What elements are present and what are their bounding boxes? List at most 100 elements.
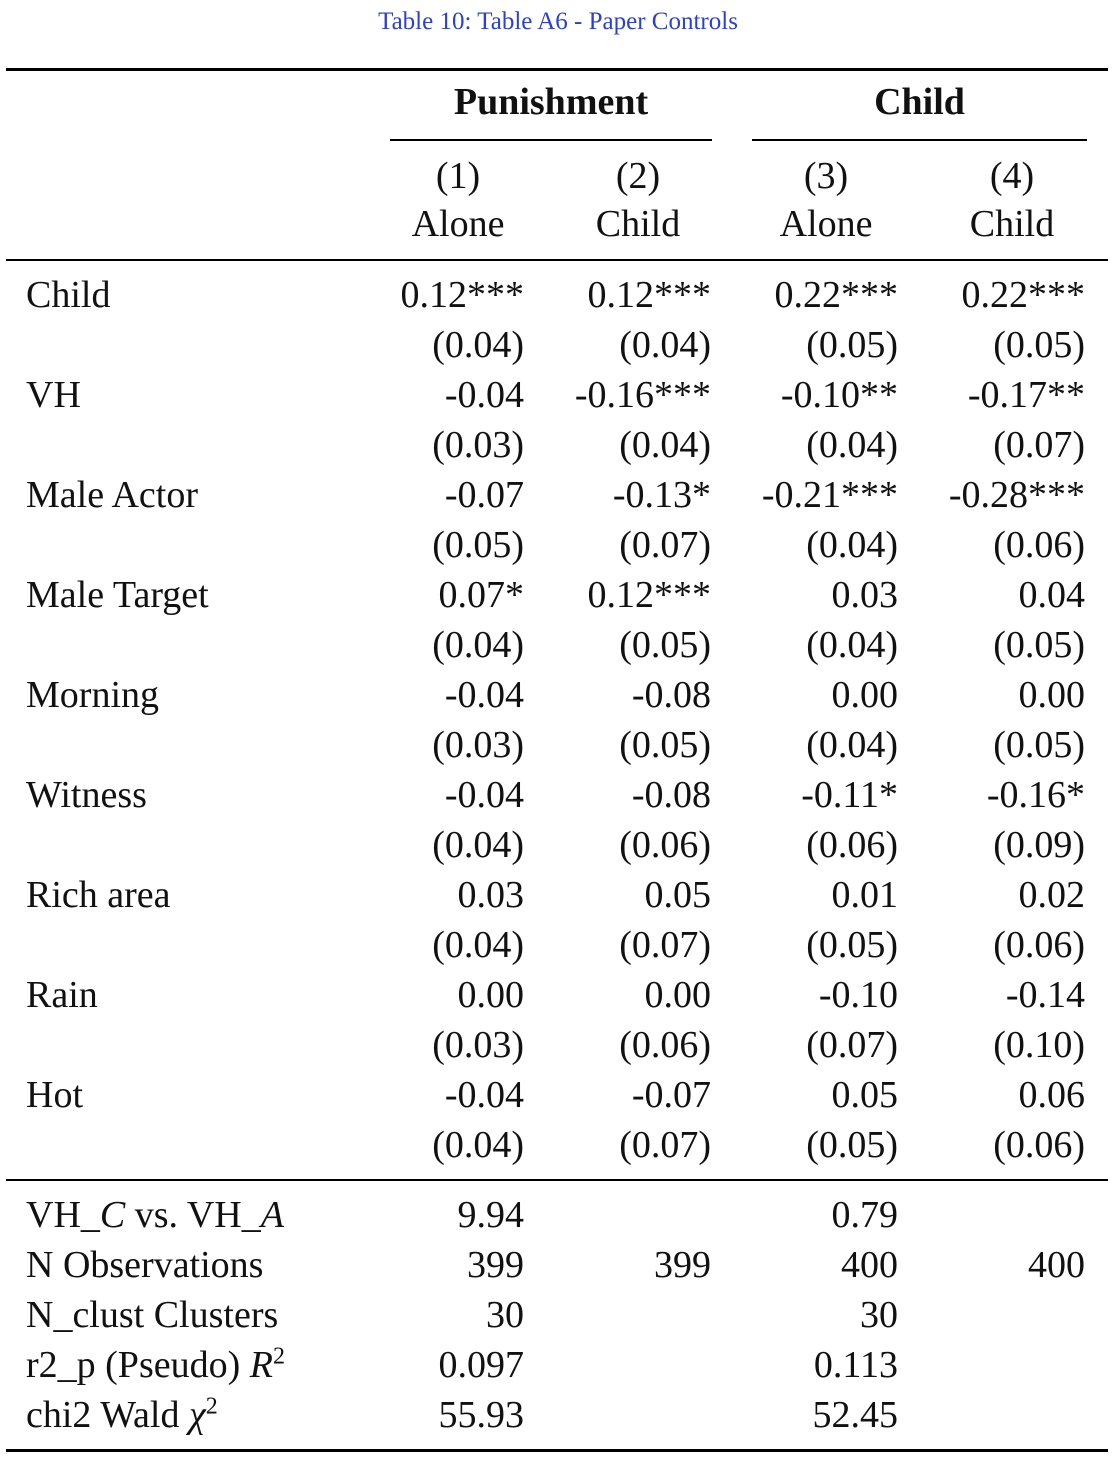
std-error-cell: (0.04) [432,824,524,866]
stat-row-clusters: N_clust Clusters 30 30 [0,1290,1116,1340]
std-error-cell: (0.04) [432,624,524,666]
std-error-cell: (0.06) [619,824,711,866]
stat-row-observations: N Observations 399 399 400 400 [0,1240,1116,1290]
std-error-cell: (0.09) [993,824,1085,866]
group-header-child: Child [874,81,965,123]
bottom-rule [6,1449,1108,1452]
variable-label: Rain [26,974,98,1016]
column-name: Alone [779,203,873,245]
stat-label: N_clust Clusters [26,1294,279,1336]
column-header-4: (4) Child [922,152,1102,248]
coefficient-row: Hot -0.04 -0.07 0.05 0.06 [0,1070,1116,1120]
std-error-row: (0.03) (0.05) (0.04) (0.05) [0,720,1116,770]
coefficient-cell: 0.22*** [774,274,899,316]
coefficient-cell: 0.22*** [961,274,1086,316]
coefficient-cell: -0.14 [1005,974,1085,1016]
coefficient-row: Rain 0.00 0.00 -0.10 -0.14 [0,970,1116,1020]
coefficient-row: Child 0.12*** 0.12*** 0.22*** 0.22*** [0,270,1116,320]
column-name: Alone [411,203,505,245]
std-error-cell: (0.04) [619,324,711,366]
coefficient-row: VH -0.04 -0.16*** -0.10** -0.17** [0,370,1116,420]
std-error-cell: (0.04) [432,324,524,366]
stat-value: 30 [860,1294,898,1336]
std-error-cell: (0.07) [806,1024,898,1066]
coefficient-cell: -0.10 [818,974,898,1016]
std-error-cell: (0.07) [619,524,711,566]
std-error-cell: (0.05) [993,324,1085,366]
stat-value: 0.113 [813,1344,898,1386]
coefficient-cell: -0.04 [444,774,524,816]
coefficient-cell: 0.12*** [400,274,525,316]
column-number: (4) [989,155,1035,197]
std-error-row: (0.04) (0.04) (0.05) (0.05) [0,320,1116,370]
column-number: (2) [615,155,661,197]
coefficient-cell: -0.28*** [948,474,1085,516]
coefficient-cell: -0.13* [612,474,711,516]
group-underline-child [752,139,1087,141]
coefficient-cell: -0.21*** [761,474,898,516]
std-error-cell: (0.07) [993,424,1085,466]
std-error-cell: (0.04) [432,1124,524,1166]
column-header-1: (1) Alone [368,152,548,248]
coefficient-cell: 0.04 [1018,574,1086,616]
coefficient-cell: 0.00 [644,974,712,1016]
std-error-cell: (0.04) [432,924,524,966]
coefficient-cell: -0.10** [780,374,898,416]
coefficient-cell: 0.06 [1018,1074,1086,1116]
std-error-cell: (0.05) [619,624,711,666]
table-caption: Table 10: Table A6 - Paper Controls [378,8,738,35]
variable-label: Rich area [26,874,171,916]
stat-row-pseudo-r2: r2_p (Pseudo) R2 0.097 0.113 [0,1340,1116,1390]
coefficient-cell: -0.16* [986,774,1085,816]
std-error-cell: (0.04) [806,724,898,766]
coefficient-cell: 0.05 [644,874,712,916]
column-number: (3) [803,155,849,197]
stat-value: 0.79 [831,1194,899,1236]
coefficient-cell: 0.03 [457,874,525,916]
coefficient-cell: 0.05 [831,1074,899,1116]
column-number: (1) [435,155,481,197]
coefficient-cell: -0.04 [444,1074,524,1116]
coefficient-cell: -0.04 [444,374,524,416]
std-error-row: (0.04) (0.06) (0.06) (0.09) [0,820,1116,870]
coefficient-cell: -0.16*** [574,374,711,416]
std-error-cell: (0.05) [806,924,898,966]
stat-value: 52.45 [812,1394,899,1436]
stat-value: 30 [486,1294,524,1336]
stat-label: N Observations [26,1244,264,1286]
stat-value: 400 [1028,1244,1085,1286]
coefficient-row: Male Actor -0.07 -0.13* -0.21*** -0.28*** [0,470,1116,520]
std-error-cell: (0.10) [993,1024,1085,1066]
stat-value: 399 [654,1244,711,1286]
std-error-cell: (0.06) [993,1124,1085,1166]
std-error-cell: (0.05) [993,724,1085,766]
stat-value: 400 [841,1244,898,1286]
std-error-row: (0.04) (0.05) (0.04) (0.05) [0,620,1116,670]
std-error-cell: (0.04) [806,424,898,466]
std-error-cell: (0.05) [993,624,1085,666]
std-error-cell: (0.03) [432,724,524,766]
coefficient-row: Rich area 0.03 0.05 0.01 0.02 [0,870,1116,920]
coefficient-cell: 0.01 [831,874,899,916]
column-header-3: (3) Alone [736,152,916,248]
coefficient-cell: -0.04 [444,674,524,716]
variable-label: Witness [26,774,147,816]
coefficient-cell: 0.00 [1018,674,1086,716]
std-error-cell: (0.07) [619,1124,711,1166]
stat-row-wald-chi2: chi2 Wald χ2 55.93 52.45 [0,1390,1116,1440]
std-error-cell: (0.06) [993,524,1085,566]
header-rule [6,259,1108,261]
std-error-cell: (0.06) [619,1024,711,1066]
coefficient-row: Morning -0.04 -0.08 0.00 0.00 [0,670,1116,720]
coefficient-cell: 0.02 [1018,874,1086,916]
coefficient-cell: 0.12*** [587,574,712,616]
column-header-2: (2) Child [548,152,728,248]
stat-value: 9.94 [457,1194,525,1236]
top-rule [6,68,1108,71]
std-error-cell: (0.03) [432,424,524,466]
std-error-cell: (0.04) [806,524,898,566]
std-error-cell: (0.03) [432,1024,524,1066]
variable-label: Hot [26,1074,83,1116]
stat-label: VH_C vs. VH_A [26,1194,284,1236]
coefficient-cell: -0.07 [444,474,524,516]
